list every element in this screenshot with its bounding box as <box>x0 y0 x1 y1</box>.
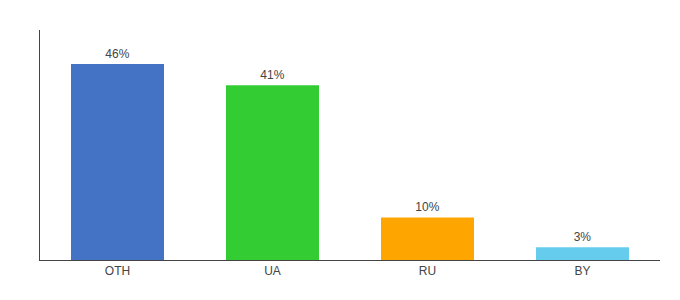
svg-text:OTH: OTH <box>105 264 130 278</box>
svg-text:RU: RU <box>419 264 436 278</box>
svg-text:10%: 10% <box>415 200 439 214</box>
svg-text:3%: 3% <box>574 230 592 244</box>
svg-text:UA: UA <box>264 264 281 278</box>
svg-text:BY: BY <box>574 264 590 278</box>
svg-text:46%: 46% <box>105 47 129 61</box>
svg-text:41%: 41% <box>260 68 284 82</box>
